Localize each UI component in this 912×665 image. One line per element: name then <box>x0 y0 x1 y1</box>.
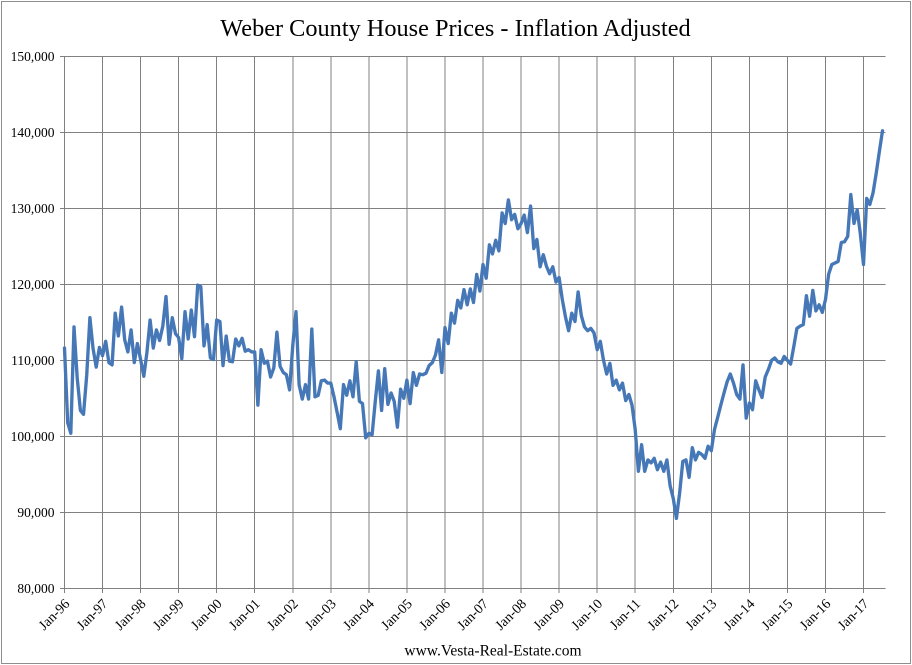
svg-text:www.Vesta-Real-Estate.com: www.Vesta-Real-Estate.com <box>404 643 581 660</box>
svg-text:140,000: 140,000 <box>11 125 55 140</box>
svg-text:130,000: 130,000 <box>11 201 55 216</box>
svg-text:150,000: 150,000 <box>11 49 55 64</box>
svg-text:120,000: 120,000 <box>11 277 55 292</box>
svg-text:110,000: 110,000 <box>11 353 55 368</box>
svg-text:80,000: 80,000 <box>17 581 54 596</box>
svg-text:90,000: 90,000 <box>17 505 54 520</box>
svg-text:100,000: 100,000 <box>11 429 55 444</box>
svg-text:Weber County House Prices - In: Weber County House Prices - Inflation Ad… <box>220 15 690 42</box>
